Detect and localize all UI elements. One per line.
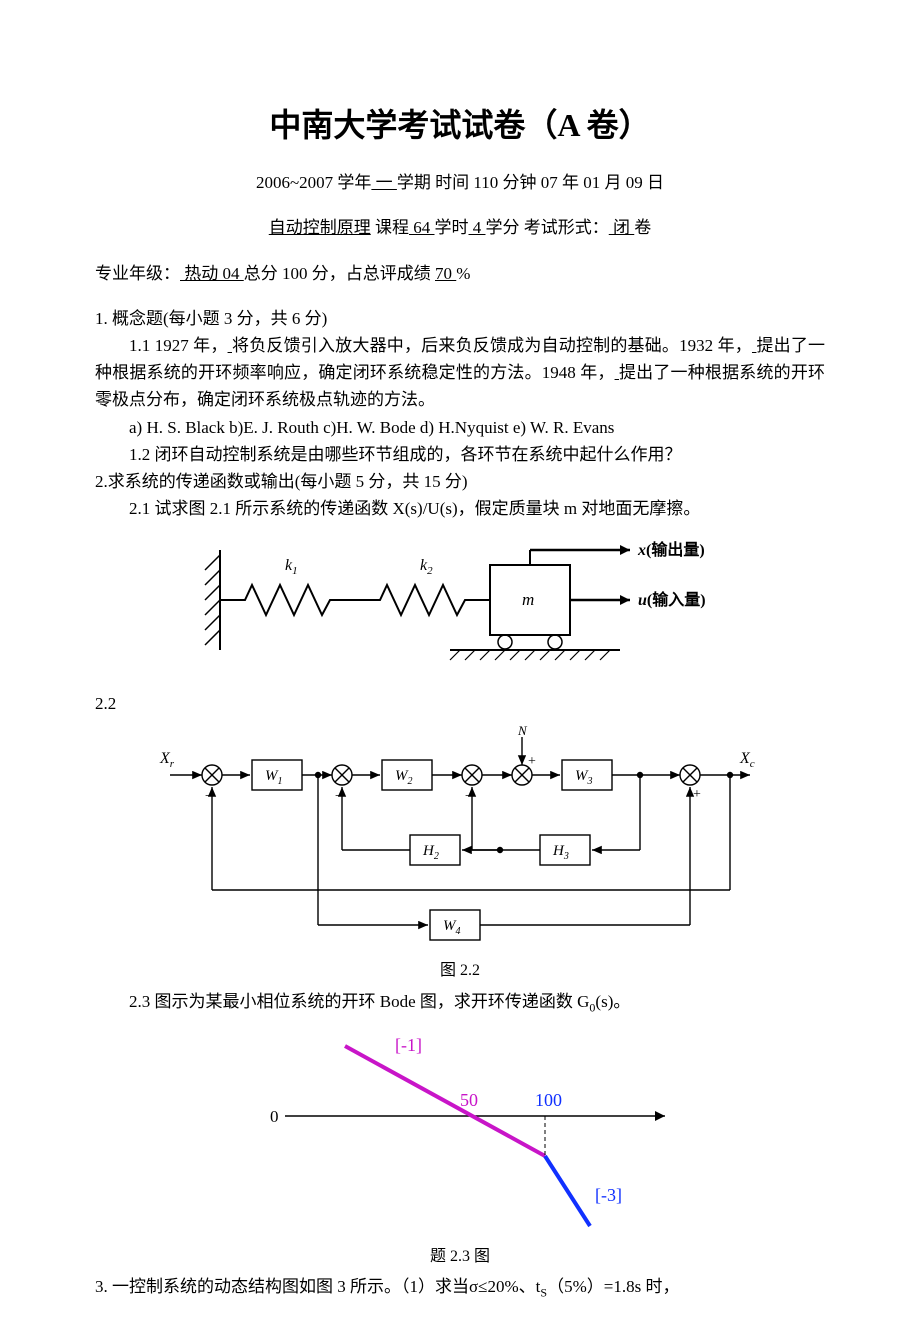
form: 闭: [609, 218, 635, 237]
course-lbl: 课程: [375, 218, 409, 237]
q2-2-label: 2.2: [95, 688, 116, 717]
figure-2-3-label: 题 2.3 图: [95, 1244, 825, 1270]
q1-1b: 将负反馈引入放大器中，后来负反馈成为自动控制的基础。1932 年，: [232, 336, 752, 355]
svg-text:W1: W1: [265, 768, 283, 787]
svg-text:[-1]: [-1]: [395, 1035, 422, 1055]
form-suf: 卷: [634, 218, 651, 237]
svg-text:[-3]: [-3]: [595, 1185, 622, 1205]
svg-text:x(输出量): x(输出量): [637, 540, 705, 559]
q1-head: 1. 概念题(每小题 3 分，共 6 分): [95, 305, 825, 332]
line1-mid: 学期 时间 110 分钟 07 年 01 月 09 日: [397, 173, 664, 192]
q1-2: 1.2 闭环自动控制系统是由哪些环节组成的，各环节在系统中起什么作用？: [95, 441, 825, 468]
header-line-2: 自动控制原理 课程 64 学时 4 学分 考试形式： 闭 卷: [95, 214, 825, 241]
svg-text:50: 50: [460, 1090, 478, 1110]
svg-text:u(输入量): u(输入量): [638, 590, 706, 609]
exam-title: 中南大学考试试卷（A 卷）: [95, 100, 825, 151]
term: 一: [371, 173, 397, 192]
svg-text:W2: W2: [395, 768, 413, 787]
q2-3-suf: (s)。: [595, 992, 630, 1011]
credits: 4: [469, 218, 486, 237]
pct-suf: %: [456, 264, 470, 283]
q2-3: 2.3 图示为某最小相位系统的开环 Bode 图，求开环传递函数 G0(s)。: [95, 988, 825, 1018]
svg-text:W3: W3: [575, 768, 593, 787]
q1-1a: 1.1 1927 年，: [129, 336, 228, 355]
svg-text:Xc: Xc: [739, 750, 755, 770]
total: 总分 100 分，占总评成绩: [244, 264, 435, 283]
q3-text2: （5%）=1.8s 时，: [547, 1277, 679, 1296]
q2-head: 2.求系统的传递函数或输出(每小题 5 分，共 15 分): [95, 468, 825, 495]
svg-text:H2: H2: [422, 843, 439, 862]
credits-lbl: 学分 考试形式：: [486, 218, 609, 237]
major-lbl: 专业年级：: [95, 264, 180, 283]
header-line-1: 2006~2007 学年 一 学期 时间 110 分钟 07 年 01 月 09…: [95, 169, 825, 196]
q1-options: a) H. S. Black b)E. J. Routh c)H. W. Bod…: [95, 414, 825, 441]
svg-text:k1: k1: [285, 557, 298, 577]
figure-2-1: k1 k2 m x(输出量) u(输入量): [95, 530, 825, 680]
svg-text:N: N: [517, 725, 528, 738]
svg-text:100: 100: [535, 1090, 562, 1110]
major: 热动 04: [180, 264, 244, 283]
hours-lbl: 学时: [435, 218, 469, 237]
q3-text: 3. 一控制系统的动态结构图如图 3 所示。（1）求当σ≤20%、t: [95, 1277, 540, 1296]
svg-text:Xr: Xr: [159, 750, 175, 770]
figure-2-3: 0 50 100 [-1] [-3]: [95, 1026, 825, 1236]
year: 2006~2007 学年: [256, 173, 371, 192]
q3: 3. 一控制系统的动态结构图如图 3 所示。（1）求当σ≤20%、tS（5%）=…: [95, 1273, 825, 1303]
header-line-3: 专业年级： 热动 04 总分 100 分，占总评成绩 70 %: [95, 260, 825, 287]
q1-1: 1.1 1927 年， 将负反馈引入放大器中，后来负反馈成为自动控制的基础。19…: [95, 332, 825, 414]
figure-2-2-label: 图 2.2: [95, 958, 825, 984]
svg-text:0: 0: [270, 1107, 279, 1126]
q2-1: 2.1 试求图 2.1 所示系统的传递函数 X(s)/U(s)，假定质量块 m …: [95, 495, 825, 522]
figure-2-2: Xr − W1 − W2 − + N W3 + Xc: [95, 725, 825, 950]
svg-text:k2: k2: [420, 557, 433, 577]
svg-text:H3: H3: [552, 843, 569, 862]
pct: 70: [435, 264, 456, 283]
course: 自动控制原理: [269, 218, 371, 237]
svg-text:+: +: [693, 787, 701, 802]
svg-text:m: m: [522, 590, 534, 609]
svg-text:W4: W4: [443, 918, 461, 937]
q2-3-text: 2.3 图示为某最小相位系统的开环 Bode 图，求开环传递函数 G: [129, 992, 589, 1011]
svg-text:+: +: [528, 754, 536, 769]
hours: 64: [409, 218, 435, 237]
